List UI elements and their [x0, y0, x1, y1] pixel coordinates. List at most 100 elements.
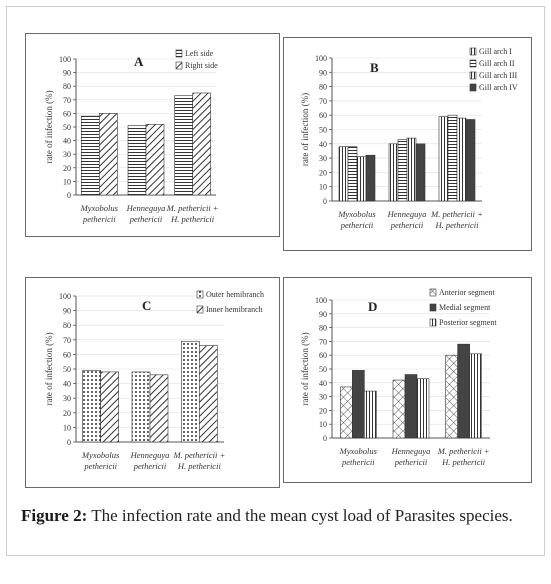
bar-a-1-0: [127, 125, 147, 196]
x-category-label: pethericii: [340, 220, 374, 230]
bar-d-0-0: [340, 386, 353, 439]
bar-d-0-2: [364, 390, 377, 439]
bar-b-1-2: [406, 137, 417, 202]
legend-swatch: [175, 49, 183, 58]
legend-swatch: [429, 288, 437, 297]
legend-swatch: [175, 61, 183, 70]
x-category-label: pethericii: [133, 461, 167, 471]
y-tick-label: 80: [319, 324, 327, 333]
y-tick-label: 90: [319, 310, 327, 319]
bar-d-1-1: [404, 374, 418, 439]
bar-d-1-0: [392, 379, 406, 439]
legend-label: Gill arch III: [479, 71, 518, 80]
y-axis-label: rate of infection (%): [44, 90, 54, 163]
x-category-label: M. pethericii +: [430, 209, 483, 219]
legend-swatch: [469, 47, 477, 56]
y-tick-label: 70: [319, 97, 327, 106]
bar-b-0-2: [356, 156, 367, 202]
x-category-label: Myxobolus: [339, 446, 378, 456]
x-category-label: Henneguya: [387, 209, 427, 219]
legend-label: Right side: [185, 61, 218, 70]
figure-caption: Figure 2: The infection rate and the mea…: [21, 504, 541, 528]
x-category-label: Myxobolus: [80, 203, 119, 213]
y-axis-label: rate of infection (%): [300, 332, 310, 405]
bar-c-2-1: [199, 345, 218, 443]
bar-b-0-1: [347, 146, 358, 202]
y-tick-label: 60: [319, 351, 327, 360]
y-tick-label: 20: [319, 406, 327, 415]
x-category-label: pethericii: [129, 214, 163, 224]
panel-letter: B: [370, 60, 379, 75]
bar-b-2-2: [456, 117, 467, 202]
legend-swatch: [196, 305, 204, 314]
legend-swatch: [469, 83, 477, 92]
bar-a-2-0: [174, 95, 193, 196]
legend-swatch: [196, 290, 204, 299]
y-tick-label: 30: [63, 394, 71, 403]
chart-a-svg: 0 10 20 30 40 50 60 70 80 90 100 rate of infection …: [44, 49, 219, 224]
chart-b-svg: 0 10 20 30 40 50 60 70 80 90 100 rate of infection …: [300, 47, 518, 230]
x-category-label: H. pethericii: [441, 457, 486, 467]
chart-panel-a: 0 10 20 30 40 50 60 70 80 90 100 rate of infection …: [25, 33, 280, 237]
y-tick-label: 90: [63, 307, 71, 316]
bar-d-2-1: [457, 343, 470, 439]
bar-b-0-3: [365, 154, 376, 202]
legend-swatch: [469, 71, 477, 80]
y-tick-label: 10: [319, 420, 327, 429]
bar-b-0-0: [338, 146, 349, 202]
y-tick-label: 10: [63, 177, 71, 186]
bar-d-2-2: [469, 353, 482, 439]
y-tick-label: 50: [63, 365, 71, 374]
x-category-label: pethericii: [83, 461, 117, 471]
chart-d-svg: 0 10 20 30 40 50 60 70 80 90 100 rate of infection …: [300, 288, 497, 467]
caption-label: Figure 2:: [21, 506, 88, 525]
y-tick-label: 60: [319, 111, 327, 120]
bar-c-1-1: [149, 374, 169, 443]
bar-b-2-1: [447, 114, 458, 202]
x-category-label: M. pethericii +: [437, 446, 490, 456]
x-category-label: Myxobolus: [81, 450, 120, 460]
bar-d-2-0: [445, 354, 458, 439]
bar-b-1-1: [397, 139, 408, 202]
y-tick-label: 100: [315, 296, 327, 305]
y-tick-label: 50: [319, 365, 327, 374]
x-category-label: pethericii: [82, 214, 116, 224]
y-tick-label: 30: [63, 150, 71, 159]
chart-c-svg: 0 10 20 30 40 50 60 70 80 90 100 rate of infection …: [44, 290, 264, 471]
y-axis-label: rate of infection (%): [300, 93, 310, 166]
legend-label: Posterior segment: [439, 318, 497, 327]
bar-c-1-0: [131, 371, 151, 443]
y-tick-label: 30: [319, 154, 327, 163]
x-category-label: Henneguya: [130, 450, 170, 460]
bar-a-0-1: [99, 113, 118, 196]
y-tick-label: 10: [319, 183, 327, 192]
y-tick-label: 100: [59, 292, 71, 301]
y-tick-label: 80: [319, 83, 327, 92]
bar-a-1-1: [145, 123, 165, 196]
bar-a-2-1: [192, 92, 211, 196]
y-tick-label: 70: [319, 337, 327, 346]
bar-c-2-0: [181, 340, 200, 443]
y-tick-label: 0: [67, 438, 71, 447]
legend-label: Gill arch IV: [479, 83, 518, 92]
y-tick-label: 100: [59, 55, 71, 64]
y-tick-label: 40: [319, 140, 327, 149]
y-tick-label: 50: [63, 123, 71, 132]
x-category-label: Henneguya: [391, 446, 431, 456]
panel-letter: C: [142, 298, 151, 313]
y-tick-label: 40: [63, 380, 71, 389]
panel-letter: A: [134, 54, 144, 69]
legend-label: Gill arch I: [479, 47, 512, 56]
y-tick-label: 20: [63, 409, 71, 418]
y-axis-label: rate of infection (%): [44, 332, 54, 405]
y-tick-label: 0: [67, 191, 71, 200]
legend-label: Gill arch II: [479, 59, 515, 68]
chart-panel-b: 0 10 20 30 40 50 60 70 80 90 100 rate of infection …: [283, 37, 532, 251]
legend-label: Anterior segment: [439, 288, 496, 297]
bar-b-1-3: [415, 143, 426, 202]
x-category-label: pethericii: [390, 220, 424, 230]
y-tick-label: 80: [63, 321, 71, 330]
bar-b-2-0: [438, 116, 449, 202]
legend-swatch: [469, 59, 477, 68]
chart-panel-c: 0 10 20 30 40 50 60 70 80 90 100 rate of infection …: [25, 277, 280, 488]
